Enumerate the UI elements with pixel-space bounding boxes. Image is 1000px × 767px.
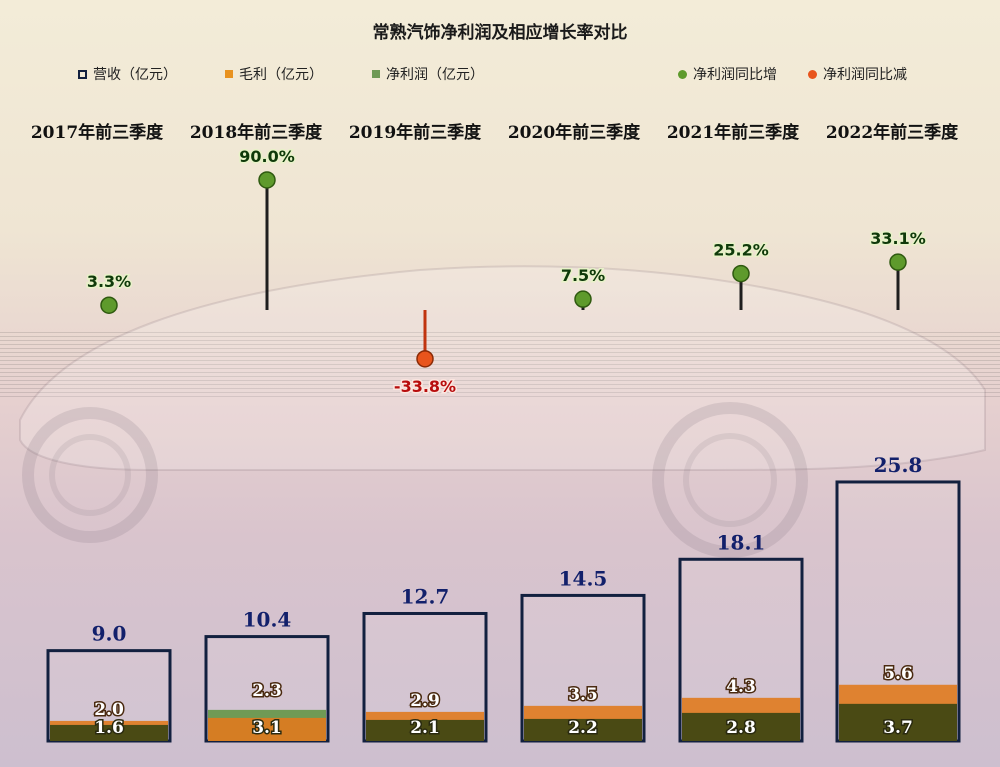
period-label-2020: 2020年前三季度 [507, 123, 641, 143]
growth-increase-dot [732, 264, 750, 283]
gross-profit-value-label: 2.9 [410, 691, 440, 711]
gross-profit-value-label: 3.5 [568, 685, 598, 705]
increase-legend-dot [678, 69, 687, 79]
gross-legend-swatch [225, 70, 233, 78]
decrease-legend-dot [808, 69, 817, 79]
growth-value-label: 90.0% [239, 147, 295, 166]
growth-decrease-dot [416, 350, 434, 368]
net-profit-value-label: 2.1 [410, 718, 440, 738]
chart-title: 常熟汽饰净利润及相应增长率对比 [372, 23, 628, 43]
net-profit-value-label: 3.7 [883, 718, 913, 738]
gross-profit-value-label: 2.0 [94, 700, 124, 720]
net-legend-swatch [372, 70, 380, 78]
legend-net: 净利润（亿元） [372, 64, 484, 84]
growth-value-label: 3.3% [87, 272, 131, 291]
period-label-2017: 2017年前三季度 [30, 123, 164, 143]
revenue-value-label: 25.8 [874, 453, 923, 477]
net-profit-value-label: 2.2 [568, 718, 598, 738]
net-profit-bar [524, 718, 642, 741]
gross-profit-value-label: 4.3 [726, 677, 756, 697]
net-profit-bar [682, 712, 800, 741]
growth-increase-dot [889, 253, 907, 271]
period-label-2019: 2019年前三季度 [348, 123, 482, 143]
net-profit-bar [50, 724, 168, 741]
period-label-2021: 2021年前三季度 [666, 123, 800, 143]
period-label-2018: 2018年前三季度 [189, 123, 323, 143]
revenue-value-label: 18.1 [717, 530, 766, 554]
revenue-value-label: 10.4 [243, 608, 292, 632]
revenue-value-label: 9.0 [92, 622, 127, 646]
growth-increase-dot [100, 296, 118, 314]
legend-increase: 净利润同比增 [678, 64, 777, 84]
revenue-value-label: 14.5 [559, 566, 608, 590]
growth-value-label: 33.1% [870, 229, 926, 248]
net-profit-value-label: 1.6 [94, 718, 124, 738]
gross-profit-value-label: 2.3 [252, 681, 282, 701]
growth-increase-dot [258, 171, 276, 189]
gross-profit-value-label: 5.6 [883, 664, 913, 684]
growth-value-label: 7.5% [561, 266, 605, 285]
net-profit-bar [839, 703, 957, 741]
revenue-value-label: 12.7 [401, 584, 450, 608]
gross-profit-bar [208, 717, 326, 741]
net-profit-value-label: 3.1 [252, 718, 282, 738]
legend-decrease: 净利润同比减 [808, 64, 907, 84]
legend-gross: 毛利（亿元） [225, 64, 323, 84]
period-label-2022: 2022年前三季度 [825, 123, 959, 143]
growth-increase-dot [574, 290, 592, 308]
legend-revenue: 营收（亿元） [78, 64, 177, 84]
growth-value-label: -33.8% [394, 377, 456, 396]
growth-value-label: 25.2% [713, 241, 769, 260]
revenue-legend-swatch [78, 69, 87, 79]
net-profit-bar [366, 719, 484, 741]
net-profit-value-label: 2.8 [726, 718, 756, 738]
